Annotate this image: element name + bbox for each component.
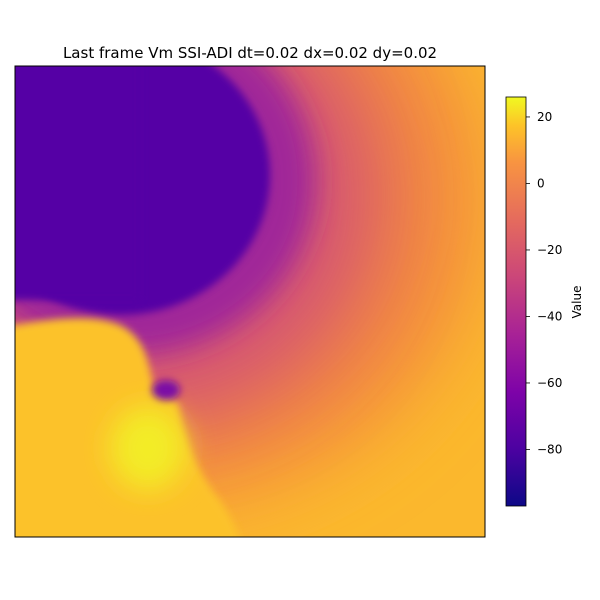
chart-title: Last frame Vm SSI-ADI dt=0.02 dx=0.02 dy… — [63, 44, 437, 62]
heatmap-blob-resting-edge — [15, 66, 140, 300]
heatmap-field — [15, 66, 485, 537]
colorbar: 20 0 −20 −40 −60 −80 Value — [505, 96, 584, 507]
colorbar-label: Value — [570, 286, 584, 319]
heatmap-hotspot — [110, 406, 186, 490]
colorbar-gradient — [505, 96, 527, 507]
colorbar-tick-label: −20 — [537, 243, 562, 257]
colorbar-tick-label: 0 — [537, 176, 545, 190]
colorbar-tick-label: −60 — [537, 376, 562, 390]
colorbar-tick-label: −40 — [537, 309, 562, 323]
plot-frame — [14, 65, 486, 538]
heatmap-spiral-tip — [152, 380, 180, 400]
colorbar-tick-label: 20 — [537, 110, 552, 124]
colorbar-tick-label: −80 — [537, 442, 562, 456]
colorbar-ticks: 20 0 −20 −40 −60 −80 — [526, 110, 562, 456]
